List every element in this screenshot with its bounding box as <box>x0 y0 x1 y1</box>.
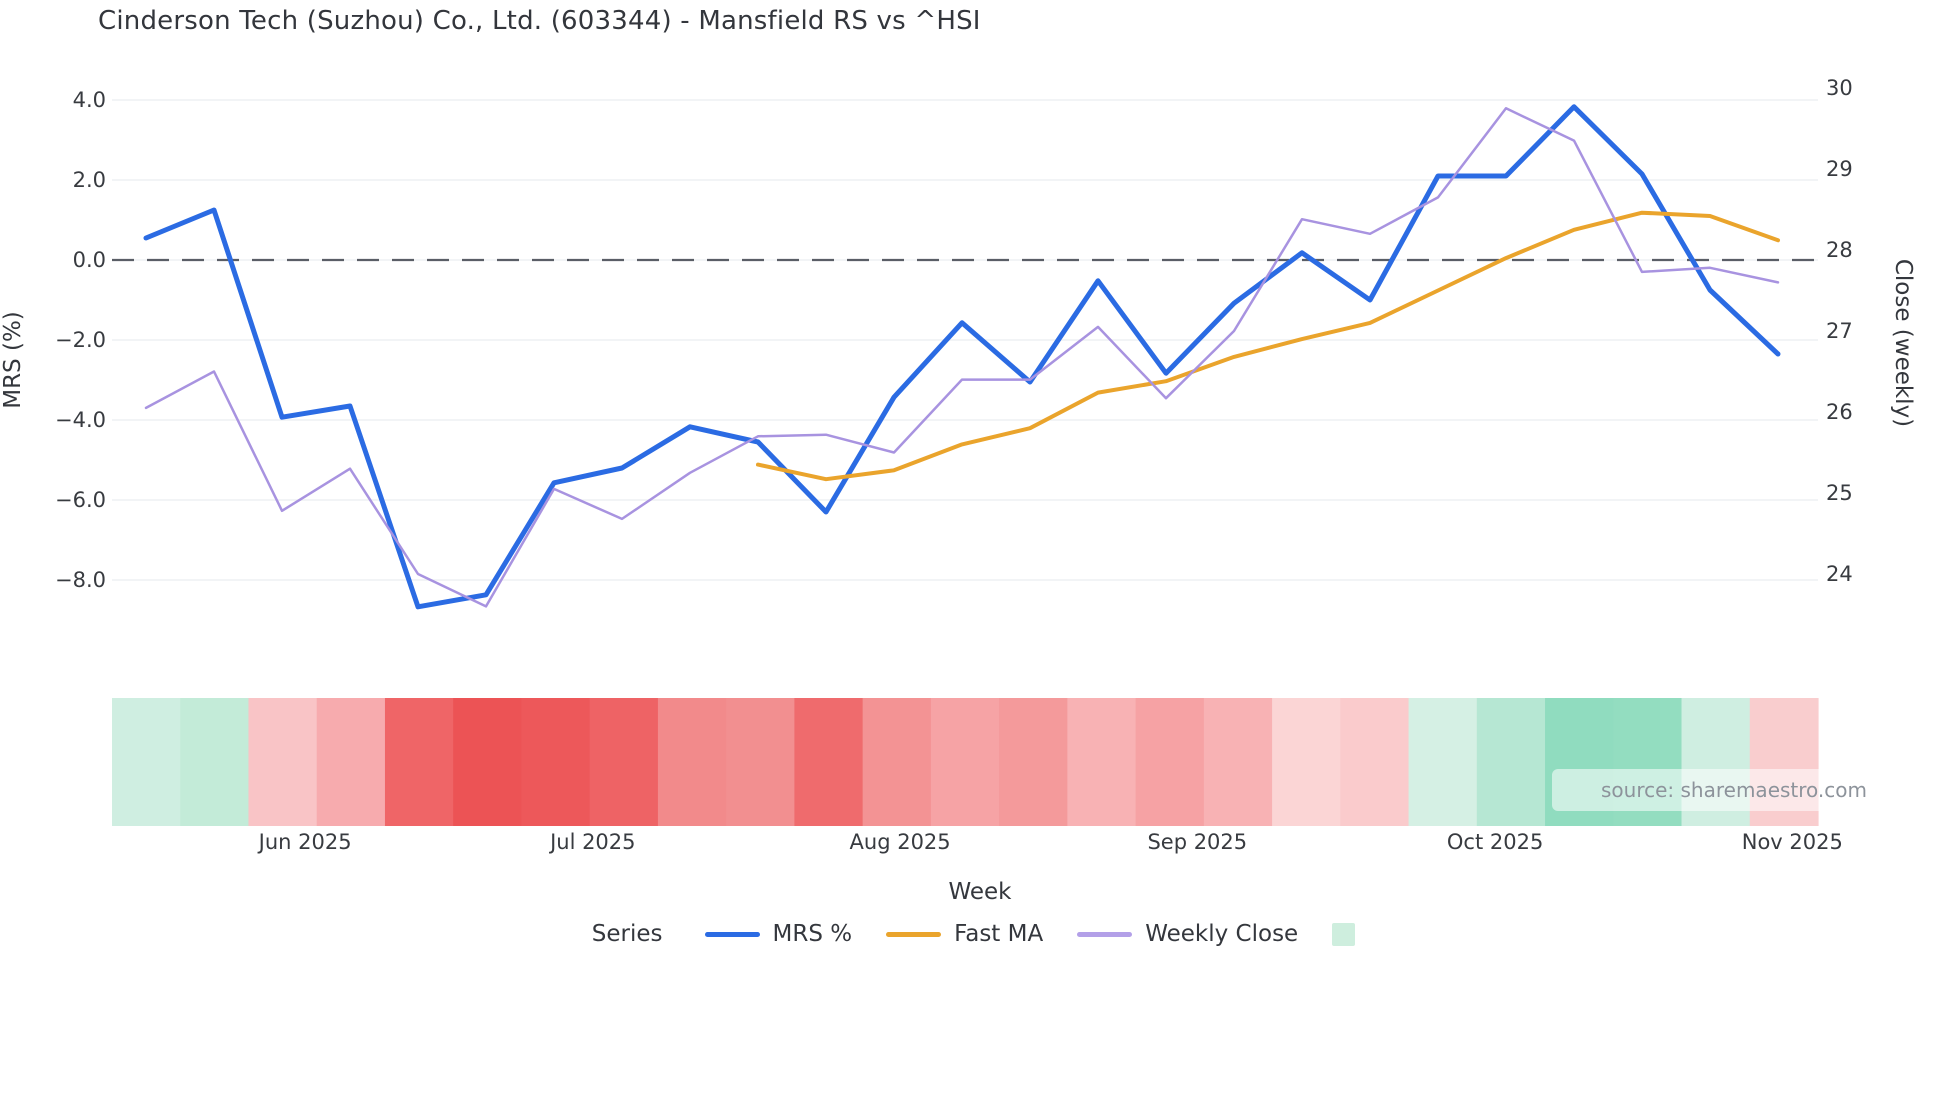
fast-ma-line-swatch-icon <box>886 931 942 937</box>
legend-item-fast-ma: Fast MA <box>886 921 1043 947</box>
right-axis-tick-label: 29 <box>1826 157 1853 181</box>
left-axis-tick-label: 4.0 <box>73 88 106 112</box>
legend-label-fast-ma: Fast MA <box>954 921 1044 947</box>
right-axis-tick-label: 24 <box>1826 562 1853 586</box>
source-text: source: sharemaestro.com <box>1601 778 1867 802</box>
left-axis-tick-label: −2.0 <box>55 328 106 352</box>
heat-cell <box>112 698 181 826</box>
heat-cell <box>999 698 1068 826</box>
left-axis-title: MRS (%) <box>0 311 26 409</box>
left-axis-tick-label: −8.0 <box>55 568 106 592</box>
heat-cell <box>657 698 727 826</box>
weekly-close-line <box>144 107 1780 608</box>
heat-cell <box>1340 698 1410 826</box>
heat-cell <box>1408 698 1478 826</box>
left-axis-tick-label: 0.0 <box>73 248 106 272</box>
x-axis-month-label: Jun 2025 <box>257 830 352 854</box>
x-axis-title: Week <box>948 879 1012 905</box>
heat-cell <box>1272 698 1341 826</box>
heat-cell <box>521 698 591 826</box>
legend-item-mrs: MRS % <box>704 921 853 947</box>
x-axis-month-label: Oct 2025 <box>1447 830 1543 854</box>
source-attribution: source: sharemaestro.com <box>1552 769 1916 811</box>
heat-cell <box>248 698 318 826</box>
heat-cell <box>862 698 932 826</box>
heat-cell <box>384 698 454 826</box>
fast-ma-line <box>756 210 1780 482</box>
heat-cell <box>726 698 795 826</box>
heat-cell <box>180 698 250 826</box>
x-axis-month-label: Aug 2025 <box>850 830 951 854</box>
left-axis-tick-label: 2.0 <box>73 168 106 192</box>
x-axis-month-label: Jul 2025 <box>548 830 635 854</box>
heat-cell <box>589 698 659 826</box>
right-axis-tick-label: 30 <box>1826 76 1853 100</box>
heat-cell <box>794 698 864 826</box>
x-axis-month-label: Nov 2025 <box>1742 830 1843 854</box>
heat-strip-swatch-icon <box>1332 922 1356 946</box>
x-axis-month-label: Sep 2025 <box>1147 830 1247 854</box>
legend-item-heat <box>1332 922 1368 946</box>
right-axis-tick-label: 26 <box>1826 400 1853 424</box>
legend: Series MRS % Fast MA Weekly Close <box>0 921 1960 947</box>
legend-title: Series <box>591 921 663 947</box>
left-axis-tick-label: −4.0 <box>55 408 106 432</box>
heat-cell <box>1067 698 1137 826</box>
weekly-close-line-swatch-icon <box>1077 931 1133 937</box>
mrs-line <box>143 104 1781 610</box>
legend-label-weekly-close: Weekly Close <box>1145 921 1299 947</box>
heat-cell <box>316 698 386 826</box>
mrs-line-swatch-icon <box>704 931 760 937</box>
heat-cell <box>453 698 523 826</box>
left-axis-tick-label: −6.0 <box>55 488 106 512</box>
heat-cell <box>1135 698 1205 826</box>
legend-label-mrs: MRS % <box>772 921 853 947</box>
heat-cell <box>1476 698 1546 826</box>
right-axis-tick-label: 27 <box>1826 319 1853 343</box>
right-axis-tick-label: 28 <box>1826 238 1853 262</box>
legend-item-weekly-close: Weekly Close <box>1077 921 1298 947</box>
chart-title: Cinderson Tech (Suzhou) Co., Ltd. (60334… <box>98 6 981 36</box>
right-axis-title: Close (weekly) <box>1890 259 1916 427</box>
right-axis-tick-label: 25 <box>1826 481 1853 505</box>
heat-cell <box>930 698 1000 826</box>
heat-cell <box>1203 698 1273 826</box>
